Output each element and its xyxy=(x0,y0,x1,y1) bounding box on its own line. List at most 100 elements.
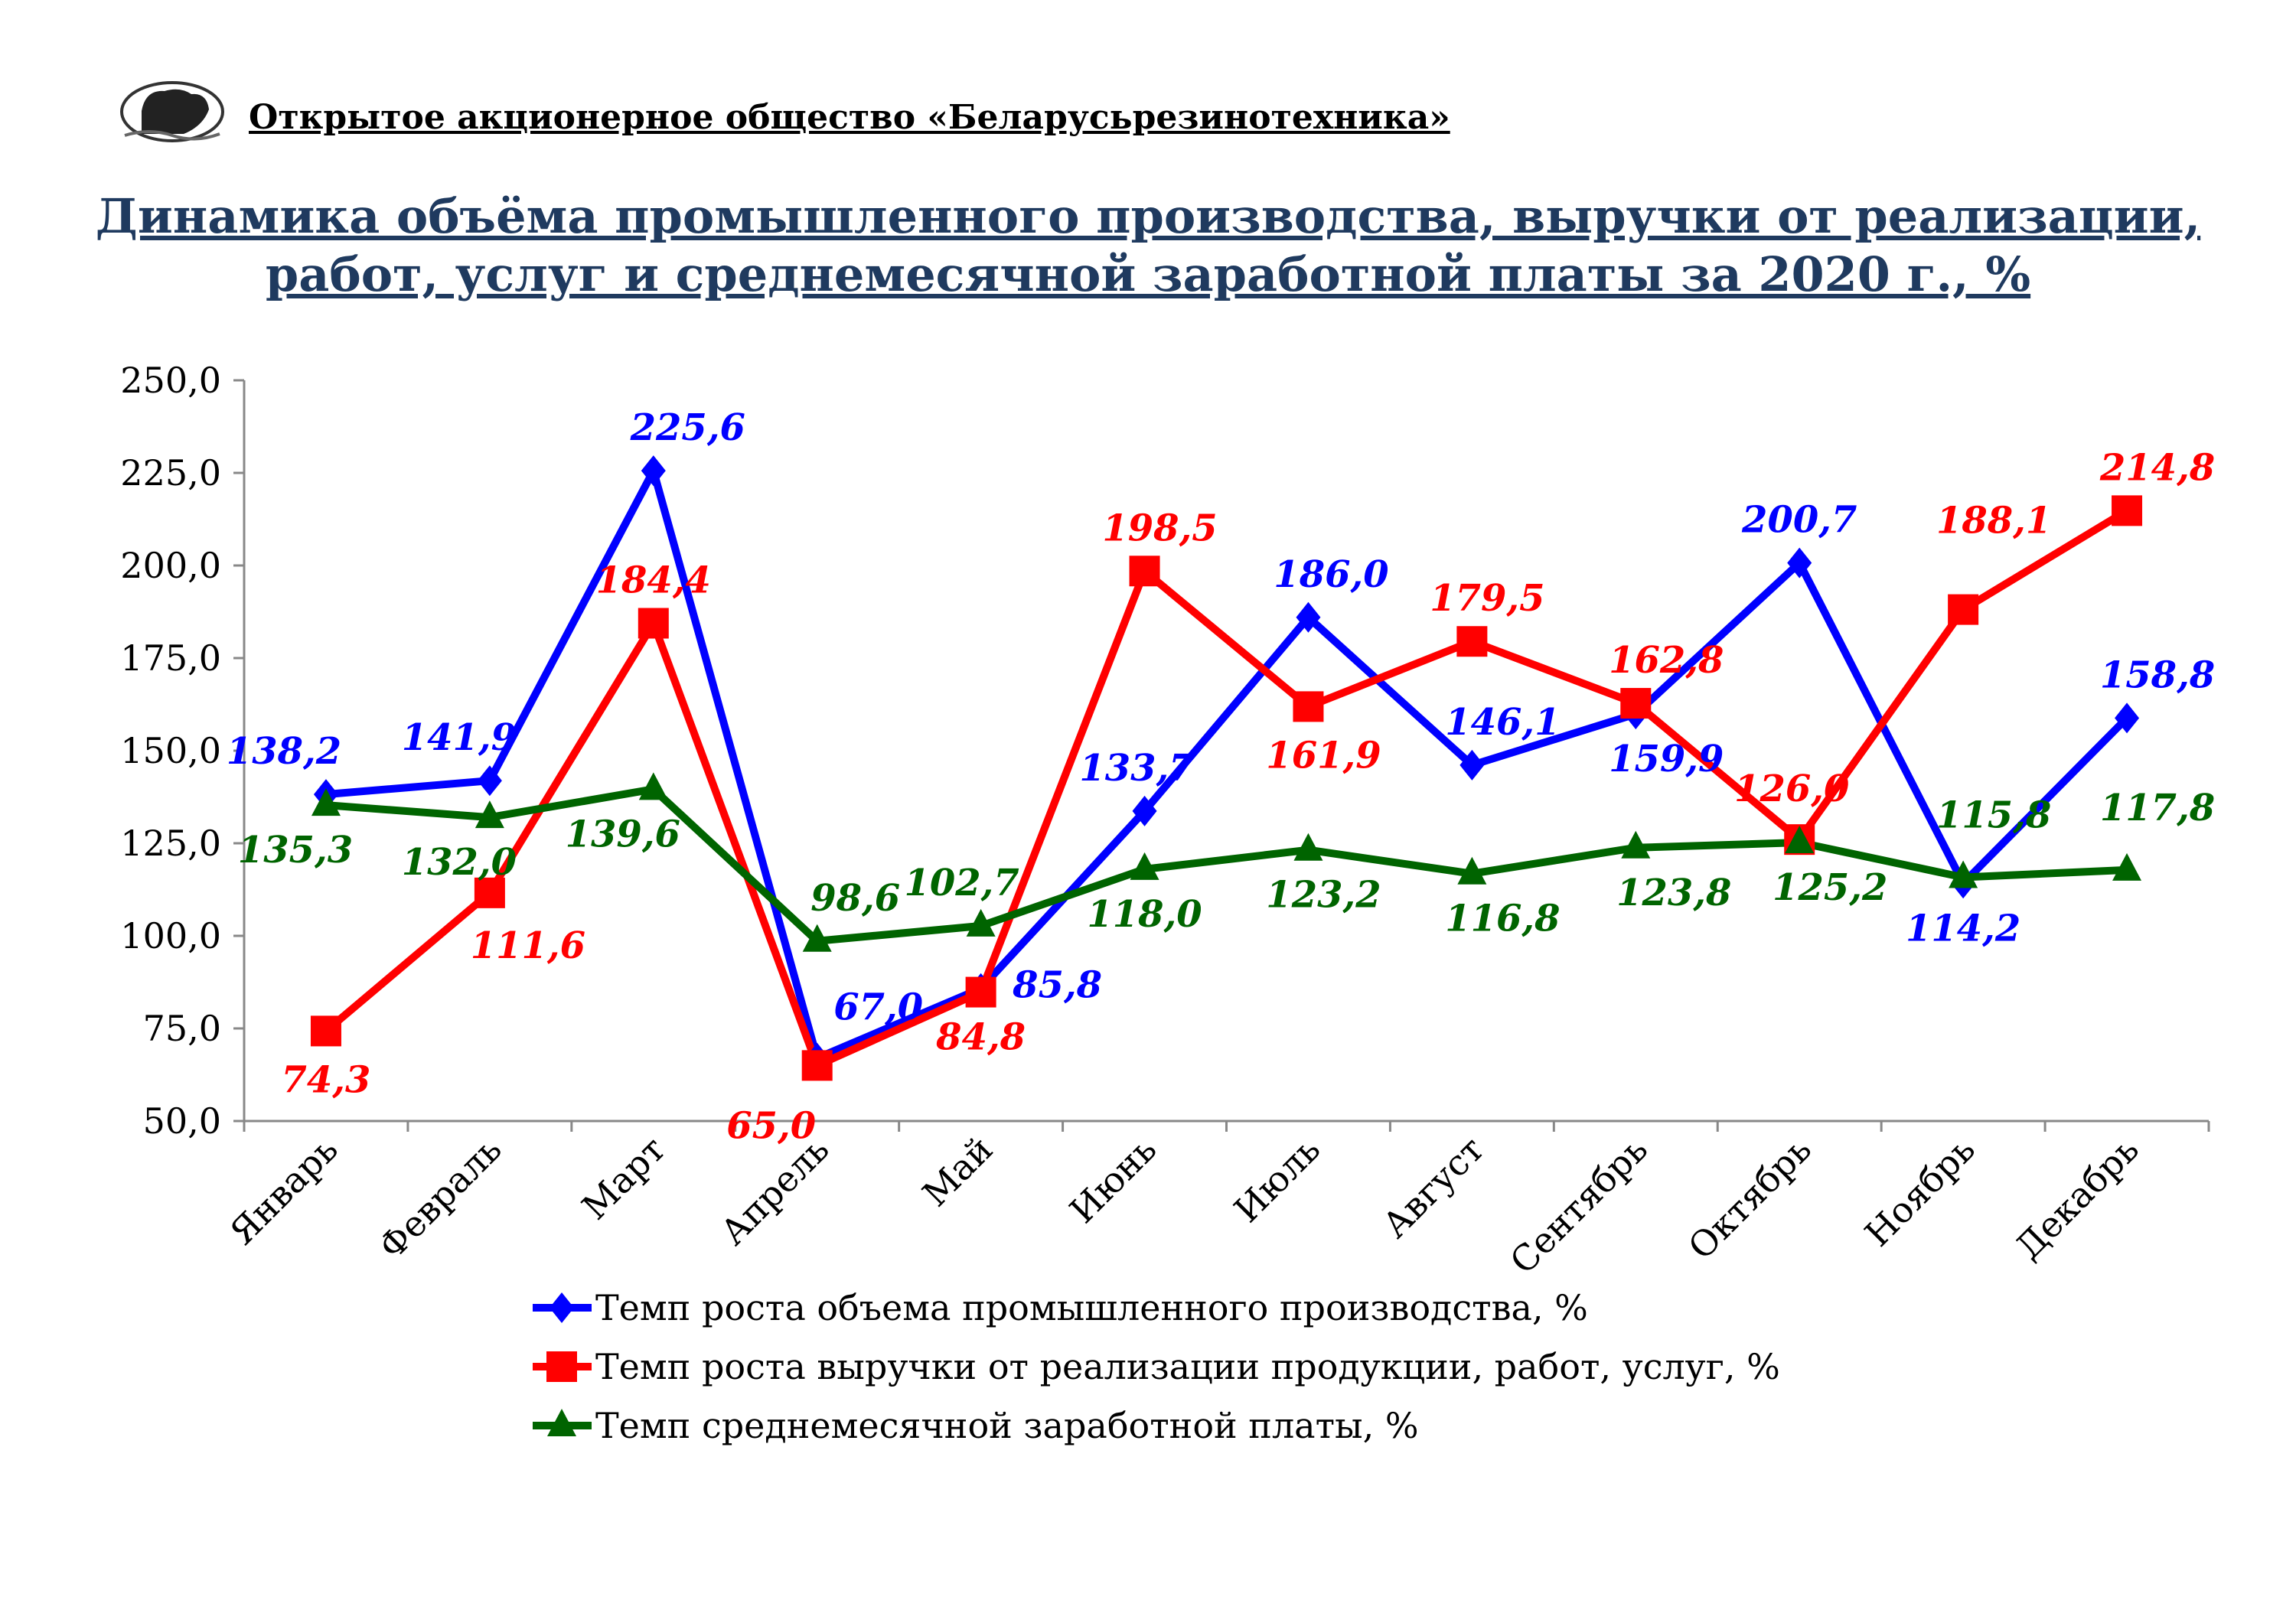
x-tick-label: Март xyxy=(574,1129,673,1228)
data-label: 102,7 xyxy=(904,862,1019,904)
data-label: 162,8 xyxy=(1609,639,1724,682)
legend-marker xyxy=(547,1409,576,1436)
data-label: 179,5 xyxy=(1430,577,1544,620)
data-point-marker xyxy=(638,772,668,800)
data-label: 65,0 xyxy=(726,1104,816,1147)
data-label: 146,1 xyxy=(1445,701,1560,744)
data-point-marker xyxy=(1787,547,1812,578)
x-tick-label: Сентябрь xyxy=(1502,1129,1655,1282)
data-label: 114,2 xyxy=(1906,907,2020,950)
data-label: 161,9 xyxy=(1266,734,1381,777)
chart-title: Динамика объёма промышленного производст… xyxy=(0,187,2296,304)
data-point-marker xyxy=(475,800,504,829)
data-point-marker xyxy=(965,976,996,1008)
data-label: 67,0 xyxy=(833,986,923,1029)
data-point-marker xyxy=(1621,830,1651,859)
series-line-2 xyxy=(323,507,2129,1070)
series-line-1 xyxy=(325,467,2130,1062)
chart-title-line-2: работ, услуг и среднемесячной заработной… xyxy=(265,246,2031,302)
data-label: 126,0 xyxy=(1734,768,1849,810)
data-point-marker xyxy=(641,455,666,487)
series-line-3 xyxy=(325,785,2128,945)
data-label: 200,7 xyxy=(1741,499,1857,542)
y-tick-label: 50,0 xyxy=(143,1100,221,1142)
data-label: 123,8 xyxy=(1616,872,1731,914)
x-tick-label: Ноябрь xyxy=(1857,1129,1983,1255)
data-point-marker xyxy=(1293,833,1323,861)
legend-marker xyxy=(546,1351,577,1382)
x-tick-label: Август xyxy=(1375,1129,1492,1247)
y-tick-label: 250,0 xyxy=(120,360,221,401)
x-tick-label: Июнь xyxy=(1062,1129,1164,1231)
x-tick-label: Май xyxy=(915,1129,1001,1215)
x-tick-label: Октябрь xyxy=(1680,1129,1819,1268)
data-label: 188,1 xyxy=(1936,500,2051,543)
x-tick-label: Январь xyxy=(221,1129,345,1253)
legend-marker xyxy=(550,1292,574,1323)
data-label: 84,8 xyxy=(935,1016,1026,1059)
data-point-marker xyxy=(2115,702,2140,734)
data-label: 111,6 xyxy=(471,924,585,967)
data-point-marker xyxy=(2112,852,2142,881)
x-tick-label: Декабрь xyxy=(2007,1129,2147,1268)
data-point-marker xyxy=(1620,688,1652,719)
company-name: Открытое акционерное общество «Беларусьр… xyxy=(249,98,1450,137)
data-point-marker xyxy=(474,877,505,908)
data-label: 225,6 xyxy=(630,406,745,449)
data-point-marker xyxy=(1949,860,1978,888)
data-point-marker xyxy=(638,608,669,639)
data-label: 139,6 xyxy=(566,813,680,855)
legend-label: Темп роста выручки от реализации продукц… xyxy=(595,1346,1780,1387)
data-label: 118,0 xyxy=(1087,893,1202,936)
data-label: 115,8 xyxy=(1936,794,2051,837)
x-tick-label: Июль xyxy=(1226,1129,1328,1230)
y-tick-label: 125,0 xyxy=(120,823,221,864)
company-logo xyxy=(120,81,224,142)
legend-label: Темп роста объема промышленного производ… xyxy=(595,1287,1588,1328)
data-point-marker xyxy=(1457,856,1487,885)
data-label: 186,0 xyxy=(1274,553,1388,596)
data-point-marker xyxy=(1132,795,1157,826)
data-point-marker xyxy=(1459,749,1485,781)
y-tick-label: 100,0 xyxy=(120,915,221,957)
chart-title-line-1: Динамика объёма промышленного производст… xyxy=(95,188,2201,244)
data-point-marker xyxy=(2112,495,2143,526)
data-point-marker xyxy=(1785,826,1815,854)
data-label: 135,3 xyxy=(238,829,353,872)
legend-label: Темп среднемесячной заработной платы, % xyxy=(595,1405,1419,1446)
data-label: 98,6 xyxy=(810,877,900,920)
y-tick-label: 150,0 xyxy=(120,730,221,771)
data-label: 214,8 xyxy=(2099,446,2215,489)
data-point-marker xyxy=(477,765,502,797)
data-label: 198,5 xyxy=(1102,507,1217,549)
data-point-marker xyxy=(1456,626,1488,657)
data-point-marker xyxy=(1129,556,1160,587)
y-tick-label: 200,0 xyxy=(120,545,221,586)
y-tick-label: 75,0 xyxy=(143,1008,221,1049)
data-label: 133,7 xyxy=(1079,747,1194,790)
data-point-marker xyxy=(1130,852,1159,880)
data-label: 85,8 xyxy=(1012,964,1102,1007)
data-label: 184,4 xyxy=(596,559,711,602)
data-point-marker xyxy=(801,1050,833,1081)
data-point-marker xyxy=(1948,594,1979,625)
data-point-marker xyxy=(1296,601,1321,633)
data-point-marker xyxy=(311,788,341,816)
data-label: 158,8 xyxy=(2100,653,2215,696)
data-label: 116,8 xyxy=(1445,898,1560,940)
data-label: 159,9 xyxy=(1609,738,1724,781)
data-point-marker xyxy=(310,1015,341,1047)
data-label: 74,3 xyxy=(282,1058,371,1101)
data-label: 141,9 xyxy=(402,716,517,759)
data-label: 117,8 xyxy=(2100,787,2215,829)
data-point-marker xyxy=(966,908,996,937)
data-label: 138,2 xyxy=(227,730,341,773)
y-tick-label: 175,0 xyxy=(120,637,221,679)
x-tick-label: Февраль xyxy=(370,1129,509,1267)
data-label: 123,2 xyxy=(1266,874,1381,917)
data-label: 132,0 xyxy=(402,841,517,884)
data-point-marker xyxy=(802,924,832,952)
data-point-marker xyxy=(1293,691,1324,722)
y-tick-label: 225,0 xyxy=(120,452,221,494)
